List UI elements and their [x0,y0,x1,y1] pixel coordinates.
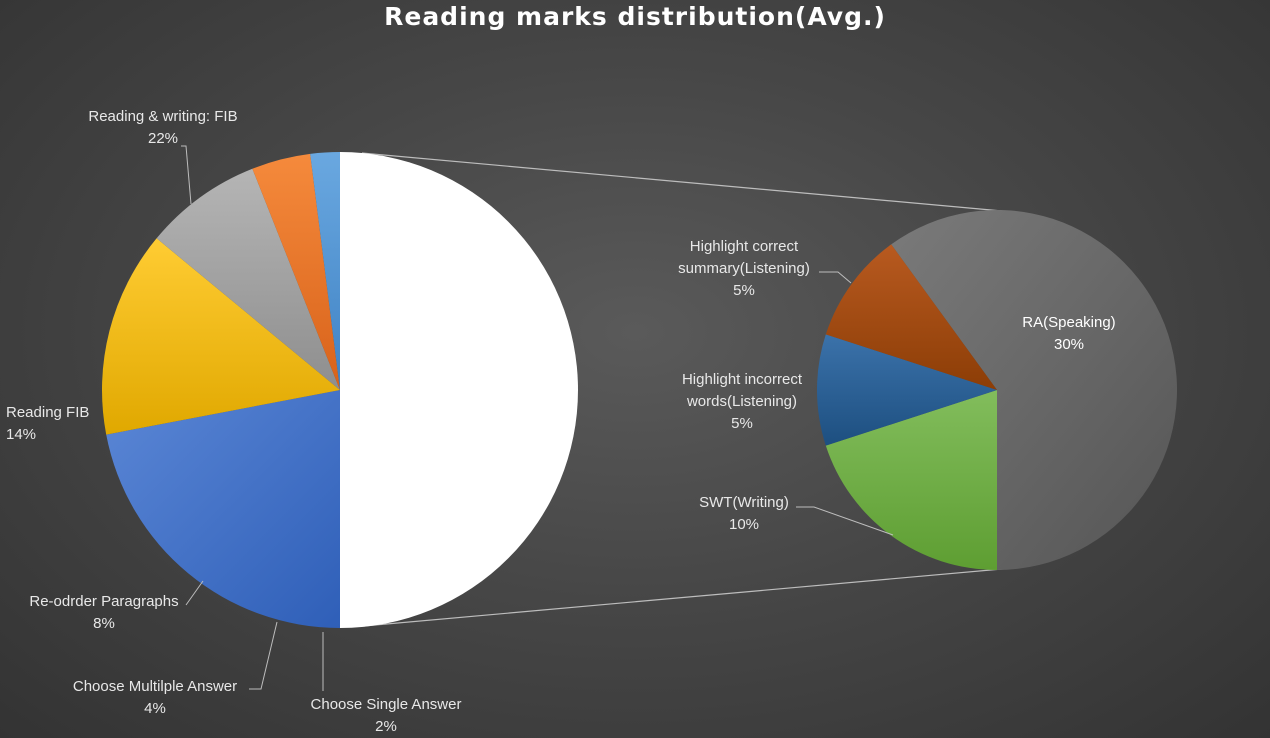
pie-slice-choose-single-answer [310,152,340,390]
pie-slice-highlight-incorrect-words-listening [817,334,997,446]
connector-line-bottom [363,567,1014,627]
chart-title: Reading marks distribution(Avg.) [384,2,886,31]
label-reorder-paragraphs: Re-odrder Paragraphs 8% [29,593,178,632]
leader-highlight-correct-summary [819,271,852,284]
leader-reorder-paragraphs [185,580,204,606]
pie-slice-reading-fib [102,238,340,435]
connector-line-top [361,152,1014,213]
pie-slice-re-odrder-paragraphs [156,168,340,390]
label-ra-speaking: RA(Speaking) 30% [1022,314,1115,353]
label-swt-writing: SWT(Writing) 10% [699,494,789,533]
label-choose-single-answer: Choose Single Answer 2% [311,696,462,735]
pie-slice-choose-multilple-answer [252,153,340,390]
leader-swt-writing [796,506,894,536]
pie-slice-reading-writing-fib [106,390,340,628]
pie-slice-ra-speaking [891,210,1177,571]
label-highlight-incorrect-words: Highlight incorrect words(Listening) 5% [682,371,803,432]
pie-slice-highlight-correct-summary-listening [825,244,997,390]
label-choose-multiple-answer: Choose Multilple Answer 4% [73,678,237,717]
label-reading-fib: Reading FIB 14% [6,404,89,443]
leader-reading-writing-fib [181,145,192,205]
pie-slice-other [340,152,578,628]
label-reading-writing-fib: Reading & writing: FIB 22% [88,108,237,147]
leader-choose-multiple-answer [249,621,278,690]
pie-slice-swt-writing [825,390,997,570]
label-highlight-correct-summary: Highlight correct summary(Listening) 5% [678,238,810,299]
